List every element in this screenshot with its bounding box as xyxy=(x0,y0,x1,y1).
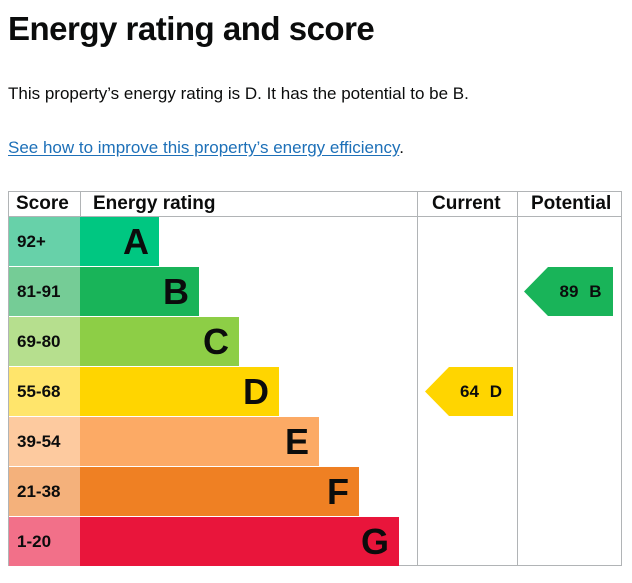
band-bar: G xyxy=(80,517,399,566)
potential-rating-letter: B xyxy=(589,282,602,301)
band-bar: A xyxy=(80,217,159,266)
improve-link-line: See how to improve this property’s energ… xyxy=(8,138,404,158)
page-title: Energy rating and score xyxy=(8,10,375,47)
band-score: 21-38 xyxy=(9,467,80,516)
energy-rating-table: Score Energy rating Current Potential 92… xyxy=(8,191,622,566)
potential-rating-value: 89 xyxy=(559,282,579,301)
rating-band-c: 69-80 C xyxy=(9,317,419,366)
band-letter: B xyxy=(163,271,189,312)
band-score: 55-68 xyxy=(9,367,80,416)
band-bar: D xyxy=(80,367,279,416)
band-score: 92+ xyxy=(9,217,80,266)
rating-summary: This property’s energy rating is D. It h… xyxy=(8,84,469,103)
band-letter: D xyxy=(243,371,269,412)
band-letter: G xyxy=(360,521,389,562)
rating-band-d: 55-68 D xyxy=(9,367,419,416)
current-rating-arrow: 64 D xyxy=(425,367,513,416)
header-potential: Potential xyxy=(531,193,612,214)
current-rating-label: 64 D xyxy=(449,367,513,416)
rating-band-a: 92+ A xyxy=(9,217,419,266)
potential-rating-arrow: 89 B xyxy=(524,267,613,316)
header-current: Current xyxy=(432,193,501,214)
header-score: Score xyxy=(16,193,69,214)
band-letter: F xyxy=(327,471,349,512)
current-rating-value: 64 xyxy=(460,382,479,401)
current-rating-letter: D xyxy=(489,382,502,401)
link-suffix: . xyxy=(399,138,404,157)
band-bar: E xyxy=(80,417,319,466)
band-score: 1-20 xyxy=(9,517,80,566)
header-rule xyxy=(9,216,621,217)
rating-band-f: 21-38 F xyxy=(9,467,419,516)
rating-band-g: 1-20 G xyxy=(9,517,419,566)
band-bar: F xyxy=(80,467,359,516)
band-score: 39-54 xyxy=(9,417,80,466)
column-divider-potential xyxy=(517,192,518,565)
improve-efficiency-link[interactable]: See how to improve this property’s energ… xyxy=(8,138,400,157)
band-letter: A xyxy=(123,221,149,262)
band-bar: C xyxy=(80,317,239,366)
band-bar: B xyxy=(80,267,199,316)
rating-band-e: 39-54 E xyxy=(9,417,419,466)
band-letter: E xyxy=(284,421,309,462)
current-arrow-shape xyxy=(425,367,513,416)
column-divider-current xyxy=(417,192,418,565)
band-score: 81-91 xyxy=(9,267,80,316)
band-letter: C xyxy=(203,321,229,362)
potential-arrow-shape xyxy=(524,267,613,316)
rating-band-b: 81-91 B xyxy=(9,267,419,316)
potential-rating-label: 89 B xyxy=(548,267,613,316)
header-energy-rating: Energy rating xyxy=(93,193,216,214)
band-score: 69-80 xyxy=(9,317,80,366)
header-divider xyxy=(80,192,81,216)
